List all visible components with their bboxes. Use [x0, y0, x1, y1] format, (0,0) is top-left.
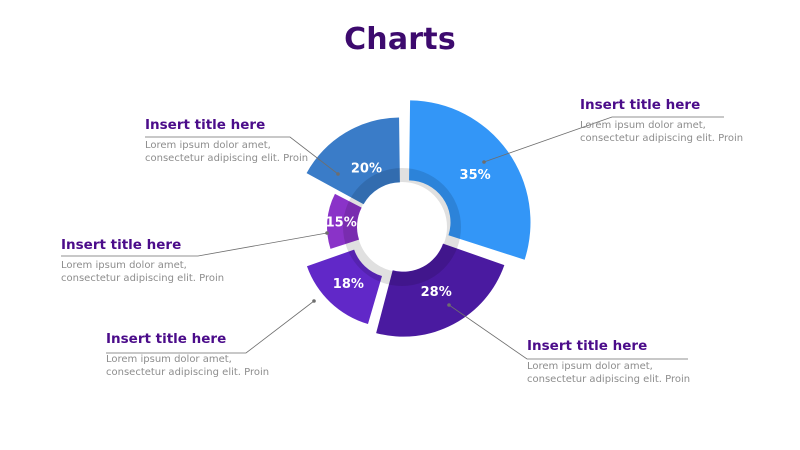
callout-text: Lorem ipsum dolor amet, consectetur adip…: [106, 354, 270, 378]
slice-label-4: 15%: [326, 216, 357, 231]
callout-title: Insert title here: [61, 237, 182, 253]
callout-title: Insert title here: [106, 331, 227, 347]
leader-dot-3: [312, 299, 316, 303]
callout-segment-4: Insert title here Lorem ipsum dolor amet…: [61, 236, 231, 285]
leader-dot-4: [325, 231, 329, 235]
donut-slice-2: [376, 243, 505, 337]
callout-title: Insert title here: [145, 117, 266, 133]
page-title: Charts: [344, 22, 456, 57]
callout-title: Insert title here: [527, 338, 648, 354]
donut-slices: [306, 100, 531, 337]
callout-segment-3: Insert title here Lorem ipsum dolor amet…: [106, 330, 276, 379]
callout-segment-1: Insert title here Lorem ipsum dolor amet…: [580, 96, 750, 145]
callout-title: Insert title here: [580, 97, 701, 113]
leader-line-4: [61, 232, 328, 257]
slice-label-5: 20%: [351, 161, 382, 176]
callout-segment-5: Insert title here Lorem ipsum dolor amet…: [145, 116, 315, 165]
leader-dot-5: [336, 172, 340, 176]
slice-label-2: 28%: [421, 285, 452, 300]
donut-inner-shadow: [343, 168, 461, 286]
slice-label-1: 35%: [460, 168, 491, 183]
slice-label-3: 18%: [333, 277, 364, 292]
leader-line-1: [483, 116, 724, 163]
callout-text: Lorem ipsum dolor amet, consectetur adip…: [145, 140, 309, 164]
callout-text: Lorem ipsum dolor amet, consectetur adip…: [580, 120, 744, 144]
leader-line-2: [448, 304, 688, 360]
donut-slice-4: [327, 193, 362, 249]
callout-text: Lorem ipsum dolor amet, consectetur adip…: [527, 361, 691, 385]
callout-segment-2: Insert title here Lorem ipsum dolor amet…: [527, 337, 697, 386]
donut-slice-1: [409, 100, 531, 260]
leader-line-3: [106, 300, 315, 354]
donut-slice-3: [306, 249, 382, 325]
leader-line-5: [145, 136, 339, 175]
callout-text: Lorem ipsum dolor amet, consectetur adip…: [61, 260, 225, 284]
donut-slice-5: [306, 117, 400, 205]
donut-labels: 35% 28% 18% 15% 20%: [326, 161, 491, 300]
leader-dot-1: [482, 160, 486, 164]
leader-lines: [61, 116, 724, 360]
leader-dot-2: [447, 303, 451, 307]
